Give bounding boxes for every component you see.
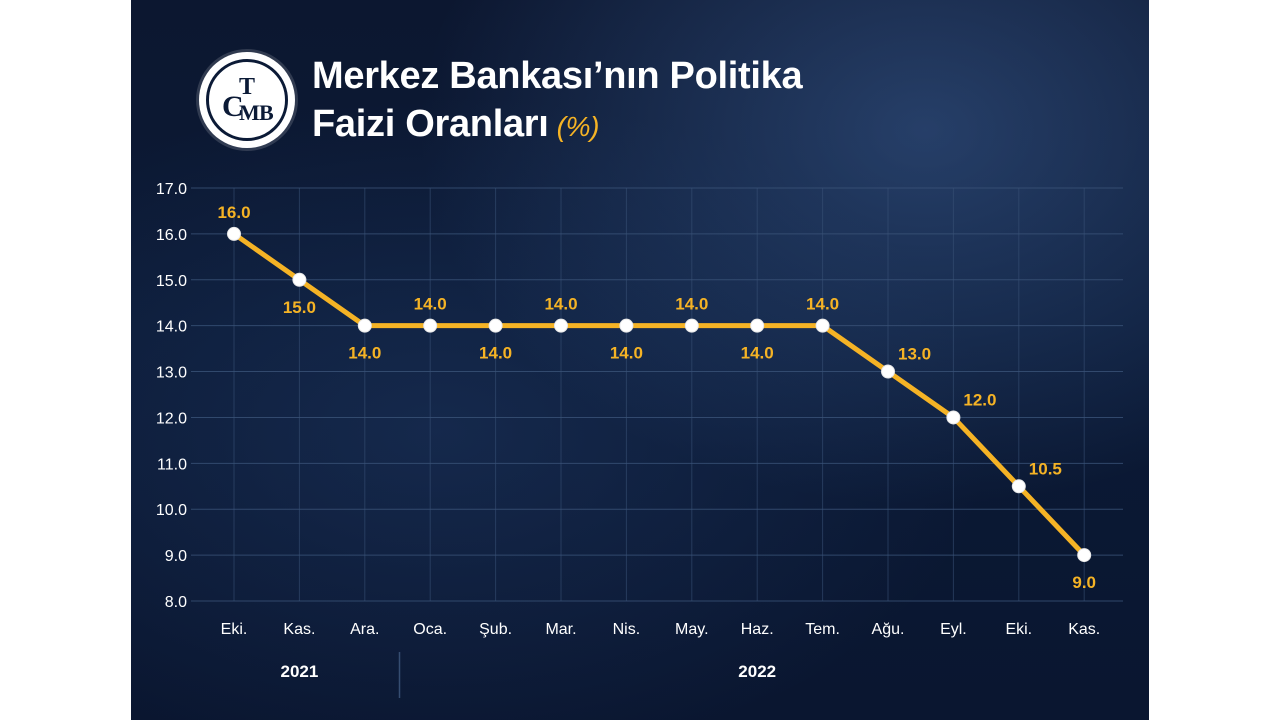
- data-point: [1077, 548, 1092, 563]
- logo-letter-m: M: [239, 100, 260, 125]
- title-line-1: Merkez Bankası’nın Politika: [312, 55, 803, 97]
- y-axis: 8.0 9.0 10.0 11.0 12.0 13.0 14.0 15.0 16.0 17.0: [156, 181, 187, 611]
- x-tick-label: Tem.: [805, 621, 840, 638]
- y-tick-label: 17.0: [156, 181, 187, 198]
- x-tick-label: Haz.: [741, 621, 774, 638]
- data-label: 9.0: [1072, 573, 1096, 592]
- y-tick-label: 15.0: [156, 273, 187, 290]
- x-tick-label: Mar.: [545, 621, 576, 638]
- y-tick-label: 16.0: [156, 227, 187, 244]
- year-label: 2021: [280, 662, 318, 681]
- data-point: [1011, 479, 1026, 494]
- x-tick-label: Ağu.: [872, 621, 905, 638]
- data-label: 14.0: [479, 344, 512, 363]
- data-point: [423, 318, 438, 333]
- title-line-2-wrap: Faizi Oranları (%): [312, 100, 1012, 151]
- x-tick-label: May.: [675, 621, 708, 638]
- line-chart: 8.0 9.0 10.0 11.0 12.0 13.0 14.0 15.0 16.0 17.0 E…: [156, 181, 1123, 698]
- title-unit: (%): [556, 111, 600, 142]
- data-label: 14.0: [806, 295, 839, 314]
- y-tick-label: 14.0: [156, 319, 187, 336]
- x-tick-label: Kas.: [1068, 621, 1100, 638]
- y-tick-label: 11.0: [157, 456, 187, 473]
- data-label: 14.0: [741, 344, 774, 363]
- logo-letter-b: B: [259, 100, 274, 125]
- data-label: 14.0: [348, 344, 381, 363]
- y-tick-label: 10.0: [156, 502, 187, 519]
- x-tick-label: Ara.: [350, 621, 379, 638]
- data-label: 14.0: [414, 295, 447, 314]
- y-tick-label: 9.0: [165, 548, 187, 565]
- data-point: [227, 226, 241, 241]
- data-label: 16.0: [217, 203, 250, 222]
- data-label: 13.0: [898, 345, 931, 364]
- x-tick-label: Kas.: [283, 621, 315, 638]
- x-tick-label: Eki.: [1005, 621, 1032, 638]
- data-points: [227, 226, 1092, 563]
- data-label: 14.0: [610, 344, 643, 363]
- y-tick-label: 12.0: [156, 410, 187, 427]
- data-label: 15.0: [283, 298, 316, 317]
- x-tick-label: Şub.: [479, 621, 512, 638]
- data-label: 10.5: [1029, 459, 1062, 478]
- chart-panel: 8.0 9.0 10.0 11.0 12.0 13.0 14.0 15.0 16.0 17.0 E…: [131, 0, 1149, 720]
- x-tick-label: Eki.: [221, 621, 248, 638]
- series-line-layer: [231, 231, 1087, 558]
- data-point: [881, 364, 895, 379]
- data-point: [554, 318, 568, 333]
- data-labels: 16.0 15.0 14.0 14.0 14.0 14.0 14.0 14.0 14.0 14.0…: [217, 203, 1096, 592]
- y-tick-label: 13.0: [156, 365, 187, 382]
- x-tick-label: Nis.: [613, 621, 641, 638]
- x-tick-label: Oca.: [413, 621, 447, 638]
- chart-grid: [191, 187, 1123, 602]
- data-label: 14.0: [675, 295, 708, 314]
- logo-letter-c: C: [222, 90, 244, 123]
- logo-ring: T C M B: [206, 59, 288, 141]
- data-point: [619, 318, 634, 333]
- data-point: [684, 318, 699, 333]
- data-point: [750, 318, 765, 333]
- data-point: [292, 272, 307, 287]
- data-point: [357, 318, 372, 333]
- data-point: [815, 318, 830, 333]
- x-axis: Eki. Kas. Ara. Oca. Şub. Mar. Nis. May. Haz. Tem.…: [221, 621, 1101, 638]
- data-point: [488, 318, 503, 333]
- year-groups: 2021 2022: [280, 652, 776, 698]
- series-line: [231, 231, 1087, 558]
- tcmb-logo: T C M B: [199, 52, 295, 148]
- y-tick-label: 8.0: [165, 594, 187, 611]
- title-line-2: Faizi Oranları: [312, 103, 549, 145]
- year-label: 2022: [738, 662, 776, 681]
- data-label: 12.0: [963, 390, 996, 409]
- data-label: 14.0: [544, 295, 577, 314]
- logo-letter-t: T: [239, 74, 256, 100]
- x-tick-label: Eyl.: [940, 621, 967, 638]
- data-point: [946, 410, 961, 425]
- chart-title: Merkez Bankası’nın Politika Faizi Oranla…: [312, 52, 1012, 151]
